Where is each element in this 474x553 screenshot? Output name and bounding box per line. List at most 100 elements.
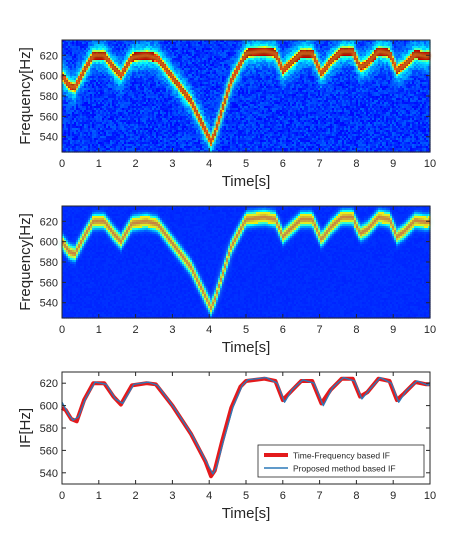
heatmap-cell: [124, 102, 127, 105]
heatmap-cell: [96, 62, 99, 65]
heatmap-cell: [62, 100, 65, 103]
heatmap-cell: [86, 68, 89, 71]
heatmap-cell: [110, 86, 113, 89]
heatmap-cell: [120, 90, 123, 93]
heatmap-cell: [82, 84, 85, 87]
heatmap-cell: [132, 106, 135, 109]
heatmap-cell: [96, 150, 99, 153]
heatmap-cell: [138, 62, 141, 65]
heatmap-cell: [92, 58, 95, 61]
heatmap-cell: [134, 142, 137, 145]
heatmap-cell: [126, 138, 129, 141]
heatmap-cell: [88, 120, 91, 123]
heatmap-cell: [72, 98, 75, 101]
heatmap-cell: [92, 134, 95, 137]
heatmap-cell: [70, 40, 73, 43]
heatmap-cell: [68, 120, 71, 123]
heatmap-cell: [76, 58, 79, 61]
heatmap-cell: [134, 60, 137, 63]
heatmap-cell: [126, 58, 129, 61]
heatmap-cell: [98, 128, 101, 131]
heatmap-cell: [78, 130, 81, 133]
heatmap-cell: [96, 110, 99, 113]
heatmap-cell: [84, 104, 87, 107]
heatmap-cell: [122, 112, 125, 115]
heatmap-cell: [102, 58, 105, 61]
heatmap-cell: [134, 126, 137, 129]
heatmap-cell: [64, 138, 67, 141]
heatmap-cell: [68, 98, 71, 101]
heatmap-cell: [88, 134, 91, 137]
heatmap-cell: [78, 100, 81, 103]
heatmap-cell: [98, 66, 101, 69]
heatmap-cell: [68, 58, 71, 61]
heatmap-cell: [92, 122, 95, 125]
heatmap-cell: [130, 128, 133, 131]
heatmap-cell: [104, 62, 107, 65]
heatmap-cell: [138, 120, 141, 123]
heatmap-cell: [140, 146, 143, 149]
heatmap-cell: [126, 100, 129, 103]
heatmap-cell: [88, 92, 91, 95]
heatmap-cell: [74, 56, 77, 59]
heatmap-cell: [138, 40, 141, 43]
heatmap-cell: [66, 106, 69, 109]
heatmap-cell: [84, 76, 87, 79]
heatmap-cell: [124, 142, 127, 145]
heatmap-cell: [94, 136, 97, 139]
heatmap-cell: [118, 112, 121, 115]
heatmap-cell: [104, 144, 107, 147]
heatmap-cell: [80, 48, 83, 51]
heatmap-cell: [76, 132, 79, 135]
heatmap-cell: [84, 94, 87, 97]
heatmap-cell: [62, 62, 65, 65]
heatmap-cell: [102, 122, 105, 125]
heatmap-cell: [78, 88, 81, 91]
heatmap-cell: [72, 126, 75, 129]
heatmap-cell: [102, 150, 105, 153]
heatmap-cell: [88, 128, 91, 131]
heatmap-cell: [70, 144, 73, 147]
heatmap-cell: [122, 90, 125, 93]
heatmap-cell: [76, 120, 79, 123]
heatmap-cell: [76, 56, 79, 59]
heatmap-cell: [88, 150, 91, 153]
heatmap-cell: [104, 66, 107, 69]
heatmap-cell: [124, 138, 127, 141]
heatmap-cell: [68, 46, 71, 49]
heatmap-cell: [80, 132, 83, 135]
heatmap-cell: [100, 46, 103, 49]
heatmap-cell: [134, 138, 137, 141]
heatmap-cell: [106, 138, 109, 141]
heatmap-cell: [62, 96, 65, 99]
heatmap-cell: [116, 130, 119, 133]
heatmap-cell: [66, 126, 69, 129]
heatmap-cell: [94, 74, 97, 77]
heatmap-cell: [110, 150, 113, 153]
heatmap-cell: [70, 88, 73, 91]
heatmap-cell: [116, 96, 119, 99]
heatmap-cell: [102, 100, 105, 103]
heatmap-cell: [64, 98, 67, 101]
heatmap-cell: [100, 122, 103, 125]
heatmap-cell: [118, 92, 121, 95]
heatmap-cell: [140, 140, 143, 143]
heatmap-cell: [132, 46, 135, 49]
heatmap-cell: [96, 134, 99, 137]
heatmap-cell: [114, 146, 117, 149]
heatmap-cell: [100, 100, 103, 103]
heatmap-cell: [112, 82, 115, 85]
heatmap-cell: [80, 110, 83, 113]
heatmap-cell: [90, 82, 93, 85]
heatmap-cell: [128, 136, 131, 139]
heatmap-cell: [116, 48, 119, 51]
heatmap-cell: [64, 120, 67, 123]
heatmap-cell: [136, 100, 139, 103]
heatmap-cell: [94, 126, 97, 129]
heatmap-cell: [80, 112, 83, 115]
heatmap-cell: [122, 144, 125, 147]
heatmap-cell: [86, 40, 89, 43]
heatmap-cell: [116, 78, 119, 81]
heatmap-cell: [84, 128, 87, 131]
